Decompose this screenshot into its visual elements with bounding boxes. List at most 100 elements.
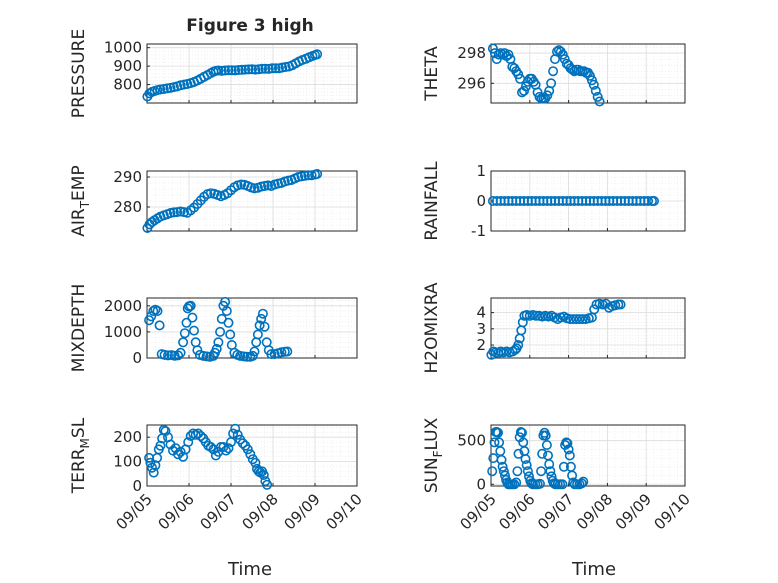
data-point bbox=[182, 303, 193, 314]
y-tick-label: 296 bbox=[457, 74, 486, 92]
data-point bbox=[588, 79, 599, 90]
data-point bbox=[520, 453, 531, 464]
data-point bbox=[615, 299, 626, 310]
y-tick-label: 900 bbox=[113, 57, 142, 75]
data-point bbox=[643, 196, 654, 207]
data-point bbox=[530, 310, 541, 321]
data-point bbox=[252, 329, 263, 340]
data-point bbox=[648, 196, 659, 207]
data-point bbox=[148, 305, 159, 316]
data-point bbox=[168, 207, 179, 218]
data-point bbox=[545, 466, 556, 477]
data-point bbox=[213, 65, 224, 76]
data-point bbox=[280, 61, 291, 72]
data-point bbox=[242, 444, 253, 455]
data-point bbox=[236, 179, 247, 190]
data-point bbox=[270, 63, 281, 74]
y-tick-label: 1 bbox=[476, 162, 486, 180]
data-point bbox=[213, 337, 224, 348]
data-point bbox=[235, 350, 246, 361]
data-point bbox=[175, 446, 186, 457]
data-point bbox=[257, 308, 268, 319]
data-point bbox=[557, 479, 568, 490]
y-axis-label: THETA bbox=[422, 46, 442, 102]
data-point bbox=[163, 350, 174, 361]
axes-frame bbox=[490, 297, 686, 359]
data-point bbox=[247, 350, 258, 361]
data-point bbox=[211, 343, 222, 354]
data-point bbox=[548, 66, 559, 77]
data-point bbox=[282, 346, 293, 357]
figure-title: Figure 3 high bbox=[186, 16, 314, 36]
data-point bbox=[534, 478, 545, 489]
data-point bbox=[512, 466, 523, 477]
y-axis-label: AIRTEMP bbox=[69, 165, 92, 236]
y-axis-label: PRESSURE bbox=[69, 29, 89, 118]
data-point bbox=[503, 49, 514, 60]
data-point bbox=[226, 65, 237, 76]
data-point bbox=[228, 428, 239, 439]
data-point bbox=[513, 448, 524, 459]
y-tick-label: 0 bbox=[476, 475, 486, 493]
data-point bbox=[510, 344, 521, 355]
y-axis-label: TERRMSL bbox=[69, 417, 92, 494]
data-point bbox=[155, 440, 166, 451]
data-point bbox=[220, 65, 231, 76]
data-point bbox=[250, 457, 261, 468]
data-point bbox=[578, 476, 589, 487]
data-point bbox=[522, 466, 533, 477]
data-point bbox=[540, 430, 551, 441]
axes-frame bbox=[490, 43, 686, 104]
data-point bbox=[262, 479, 273, 490]
data-point bbox=[257, 63, 268, 74]
data-point bbox=[564, 450, 575, 461]
data-point bbox=[557, 49, 568, 60]
data-point bbox=[576, 478, 587, 489]
data-point bbox=[520, 81, 531, 92]
data-point bbox=[584, 70, 595, 81]
data-point bbox=[259, 321, 270, 332]
y-tick-label: 1000 bbox=[104, 323, 142, 341]
data-point bbox=[537, 448, 548, 459]
axes-frame bbox=[146, 297, 358, 359]
data-point bbox=[230, 423, 241, 434]
data-point bbox=[250, 64, 261, 75]
data-point bbox=[590, 85, 601, 96]
data-point bbox=[215, 326, 226, 337]
data-point bbox=[513, 339, 524, 350]
data-point bbox=[223, 443, 234, 454]
data-point bbox=[496, 454, 507, 465]
data-point bbox=[266, 349, 277, 360]
data-point bbox=[183, 437, 194, 448]
data-point bbox=[178, 337, 189, 348]
subplot-rainfall: -1 0 1 RAINFALL bbox=[422, 161, 686, 241]
data-point bbox=[565, 314, 576, 325]
y-tick-label: 100 bbox=[113, 453, 142, 471]
data-point bbox=[516, 427, 527, 438]
axes-frame bbox=[490, 424, 686, 487]
y-tick-label: 280 bbox=[113, 198, 142, 216]
data-point bbox=[258, 469, 269, 480]
data-point bbox=[181, 317, 192, 328]
axes-frame bbox=[146, 424, 358, 487]
subplot-mixdepth: 0 1000 2000 MIXDEPTH bbox=[69, 284, 358, 372]
y-tick-label: 200 bbox=[113, 428, 142, 446]
y-tick-label: 3 bbox=[476, 320, 486, 338]
data-point bbox=[542, 90, 553, 101]
data-point bbox=[240, 64, 251, 75]
data-point bbox=[160, 426, 171, 437]
data-point bbox=[245, 449, 256, 460]
y-tick-label: 0 bbox=[132, 349, 142, 367]
y-tick-label: -1 bbox=[471, 222, 486, 240]
data-point bbox=[225, 329, 236, 340]
data-point bbox=[150, 304, 161, 315]
x-axis-label-left: Time bbox=[227, 559, 272, 580]
data-point bbox=[546, 78, 557, 89]
data-point bbox=[238, 351, 249, 362]
y-tick-label: 298 bbox=[457, 44, 486, 62]
y-axis-label: SUNFLUX bbox=[422, 417, 445, 493]
data-point bbox=[518, 85, 529, 96]
data-point bbox=[169, 350, 180, 361]
